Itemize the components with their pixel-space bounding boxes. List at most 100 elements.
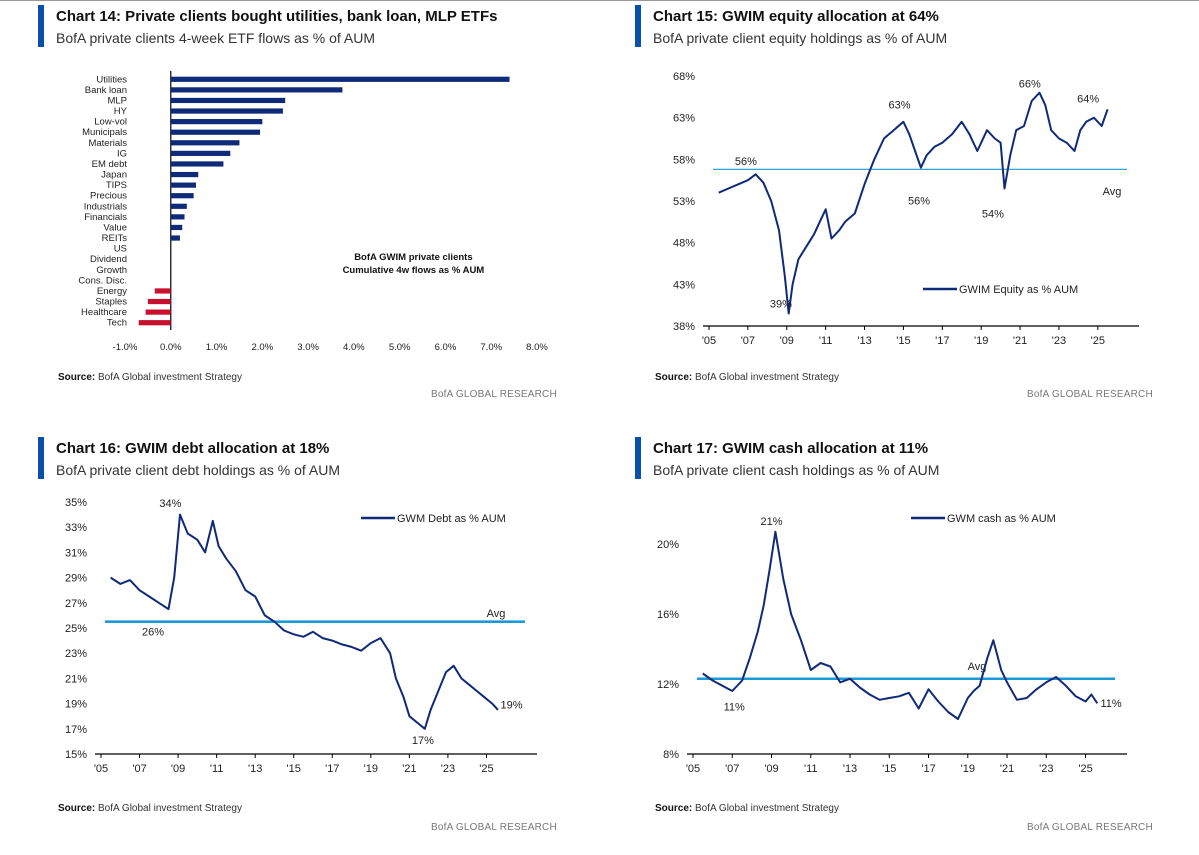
- chart-panel-14: Chart 14: Private clients bought utiliti…: [38, 5, 583, 405]
- average-label: Avg: [968, 661, 987, 673]
- category-label: Bank loan: [85, 85, 127, 96]
- x-tick-label: '23: [441, 763, 455, 775]
- x-tick-label: 1.0%: [206, 342, 228, 353]
- category-label: IG: [117, 148, 127, 159]
- x-tick-label: 0.0%: [160, 342, 182, 353]
- chart-subtitle: BofA private clients 4-week ETF flows as…: [56, 30, 376, 46]
- chart-source: Source: BofA Global investment Strategy: [58, 803, 242, 814]
- average-label: Avg: [487, 608, 506, 620]
- x-tick-label: '25: [479, 763, 493, 775]
- chart-panel-17: Chart 17: GWIM cash allocation at 11% Bo…: [635, 437, 1195, 837]
- x-tick-label: '21: [1000, 763, 1014, 775]
- x-tick-label: '17: [325, 763, 339, 775]
- source-text: BofA Global investment Strategy: [695, 803, 839, 814]
- y-tick-label: 31%: [65, 547, 87, 559]
- category-label: Municipals: [82, 127, 127, 138]
- line-chart: '05 '07 '09 '11 '13 '15 '17 '19 '21 '23 '25 38% 43% 4…: [673, 71, 1139, 347]
- chart-title: Chart 17: GWIM cash allocation at 11%: [653, 440, 929, 457]
- title-accent-bar: [635, 437, 641, 479]
- bar: [147, 298, 171, 305]
- y-tick-label: 19%: [65, 699, 87, 711]
- bar: [170, 76, 510, 82]
- x-tick-label: '05: [702, 335, 716, 347]
- x-tick-label: '15: [896, 335, 910, 347]
- data-label: 64%: [1077, 94, 1099, 106]
- chart-title: Chart 15: GWIM equity allocation at 64%: [653, 8, 939, 25]
- chart-subtitle: BofA private client debt holdings as % o…: [56, 462, 341, 478]
- source-label: Source:: [655, 803, 693, 814]
- category-label: Cons. Disc.: [78, 275, 127, 286]
- title-accent-bar: [38, 5, 44, 47]
- title-accent-bar: [38, 437, 44, 479]
- y-tick-label: 12%: [657, 679, 679, 691]
- y-tick-label: 48%: [673, 238, 695, 250]
- x-tick-label: -1.0%: [113, 342, 138, 353]
- x-tick-label: '19: [961, 763, 975, 775]
- source-text: BofA Global investment Strategy: [98, 803, 242, 814]
- y-tick-label: 25%: [65, 623, 87, 635]
- x-tick-label: '09: [171, 763, 185, 775]
- category-label: MLP: [107, 95, 127, 106]
- x-tick-label: '13: [857, 335, 871, 347]
- bar: [170, 150, 231, 156]
- bar: [170, 182, 196, 188]
- y-tick-label: 38%: [673, 321, 695, 333]
- chart-annotation: Cumulative 4w flows as % AUM: [343, 265, 485, 276]
- bar: [170, 97, 286, 104]
- y-tick-label: 20%: [657, 539, 679, 551]
- data-label: 34%: [159, 498, 181, 510]
- x-tick-label: '09: [764, 763, 778, 775]
- chart-annotation: BofA GWIM private clients: [354, 252, 472, 263]
- category-label: Tech: [107, 318, 127, 329]
- category-label: Low-vol: [94, 117, 127, 128]
- category-label: Industrials: [84, 201, 128, 212]
- bar: [170, 224, 183, 231]
- x-tick-label: '17: [921, 763, 935, 775]
- series-line: [110, 513, 499, 730]
- x-tick-label: 7.0%: [480, 342, 502, 353]
- data-label: 63%: [889, 100, 911, 112]
- data-label: 26%: [142, 627, 164, 639]
- x-tick-label: '07: [741, 335, 755, 347]
- brand-label: BofA GLOBAL RESEARCH: [431, 389, 557, 400]
- chart-source: Source: BofA Global investment Strategy: [655, 803, 839, 814]
- y-tick-label: 68%: [673, 71, 695, 83]
- data-label: 11%: [724, 701, 745, 713]
- category-label: HY: [114, 106, 128, 117]
- data-label: 11%: [1100, 698, 1121, 710]
- y-tick-label: 35%: [65, 497, 87, 509]
- x-tick-label: '13: [843, 763, 857, 775]
- category-label: Growth: [96, 265, 127, 276]
- bar: [170, 193, 194, 199]
- x-tick-label: '19: [974, 335, 988, 347]
- chart-title: Chart 14: Private clients bought utiliti…: [56, 8, 498, 25]
- line-chart: '05 '07 '09 '11 '13 '15 '17 '19 '21 '23 '25 15% 17% 1…: [65, 497, 537, 775]
- source-label: Source:: [655, 372, 693, 383]
- category-label: Precious: [90, 191, 127, 202]
- source-label: Source:: [58, 372, 96, 383]
- y-tick-label: 16%: [657, 609, 679, 621]
- y-tick-label: 15%: [65, 749, 87, 761]
- x-tick-label: '21: [402, 763, 416, 775]
- legend-label: GWM Debt as % AUM: [397, 513, 506, 525]
- chart-subtitle: BofA private client equity holdings as %…: [653, 30, 948, 46]
- data-label: 39%: [770, 299, 792, 311]
- x-tick-label: '09: [780, 335, 794, 347]
- line-chart: '05 '07 '09 '11 '13 '15 '17 '19 '21 '23 '25 8% 12% 16…: [657, 513, 1127, 775]
- category-label: Financials: [84, 212, 127, 223]
- chart-title: Chart 16: GWIM debt allocation at 18%: [56, 440, 330, 457]
- legend-label: GWM cash as % AUM: [947, 513, 1056, 525]
- category-label: Dividend: [90, 254, 127, 265]
- x-tick-label: '11: [819, 335, 833, 347]
- category-label: REITs: [102, 233, 128, 244]
- x-tick-label: '19: [364, 763, 378, 775]
- chart-panel-16: Chart 16: GWIM debt allocation at 18% Bo…: [38, 437, 583, 837]
- x-tick-label: '23: [1039, 763, 1053, 775]
- data-label: 66%: [1019, 79, 1041, 91]
- y-tick-label: 53%: [673, 196, 695, 208]
- x-tick-label: 6.0%: [435, 342, 457, 353]
- y-tick-label: 58%: [673, 154, 695, 166]
- x-tick-label: 8.0%: [526, 342, 548, 353]
- x-tick-label: '05: [686, 763, 700, 775]
